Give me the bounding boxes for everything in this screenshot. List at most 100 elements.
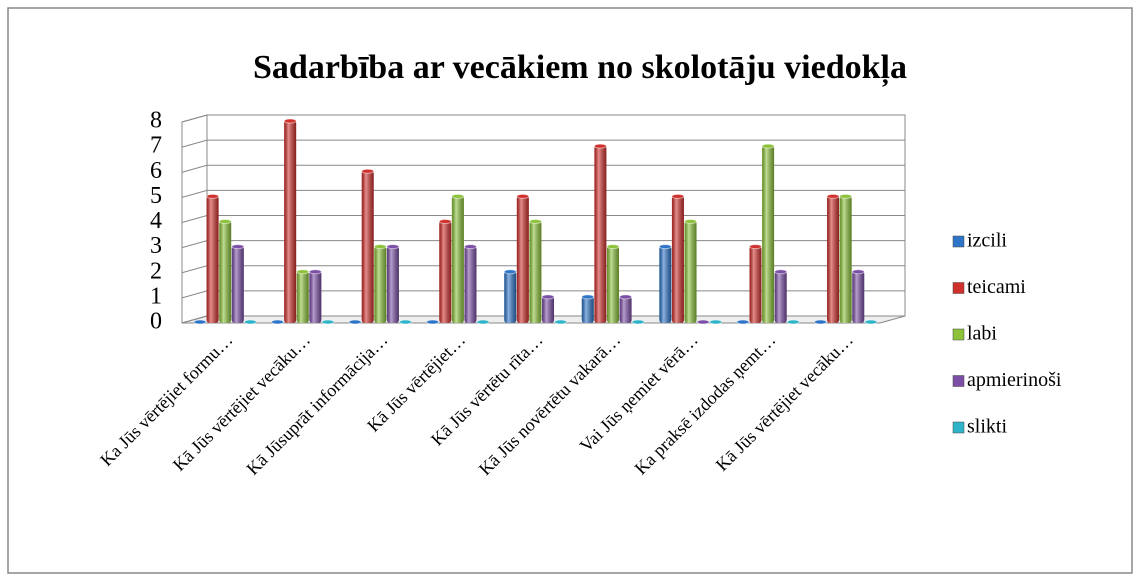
bar-shade xyxy=(542,295,555,323)
bar-shade xyxy=(749,245,762,323)
y-tick-label: 4 xyxy=(150,208,162,234)
bar-top xyxy=(606,244,620,250)
bar xyxy=(709,319,723,325)
bar xyxy=(528,219,542,323)
bar xyxy=(348,319,362,325)
bar-shade xyxy=(464,245,477,323)
bar xyxy=(373,244,387,323)
bar xyxy=(826,193,840,323)
bar xyxy=(581,294,595,323)
bar-shade xyxy=(852,270,865,323)
bar xyxy=(503,269,517,323)
bar-top xyxy=(503,269,517,275)
legend-swatch xyxy=(952,328,965,341)
bar-top xyxy=(839,193,853,199)
legend-label: labi xyxy=(967,323,997,345)
bar xyxy=(684,219,698,323)
bar-top xyxy=(361,168,375,174)
grid-line xyxy=(181,164,905,173)
bar-shade xyxy=(374,245,387,323)
bar xyxy=(243,319,257,325)
bar-shade xyxy=(619,295,632,323)
bar xyxy=(658,244,672,323)
bar-shade xyxy=(439,220,452,323)
bar-top xyxy=(851,269,865,275)
bar-top xyxy=(554,319,568,325)
y-tick-label: 1 xyxy=(150,283,162,309)
bar-shade xyxy=(219,220,232,323)
bar-top xyxy=(399,319,413,325)
bar xyxy=(361,168,375,323)
bar-shade xyxy=(296,270,309,323)
bar xyxy=(851,269,865,323)
bar xyxy=(516,193,530,323)
bar-top xyxy=(231,244,245,250)
y-tick-label: 6 xyxy=(150,158,162,184)
bar xyxy=(696,319,710,325)
bar xyxy=(296,269,310,323)
bar xyxy=(774,269,788,323)
bar xyxy=(671,193,685,323)
legend-label: apmierinoši xyxy=(967,369,1062,391)
bar-top xyxy=(709,319,723,325)
bar-top xyxy=(426,319,440,325)
bar-top xyxy=(218,219,232,224)
bar xyxy=(761,143,775,323)
bar-shade xyxy=(309,270,322,323)
bar xyxy=(231,244,245,323)
y-tick-label: 3 xyxy=(150,233,162,259)
bar-shade xyxy=(206,195,219,323)
bar-shade xyxy=(231,245,244,323)
bar xyxy=(399,319,413,325)
bar-top xyxy=(786,319,800,325)
bar xyxy=(463,244,477,323)
bar-top xyxy=(296,269,310,275)
bar-shade xyxy=(839,195,852,323)
bar-top xyxy=(696,319,710,325)
legend-label: teicami xyxy=(967,276,1026,298)
bar xyxy=(631,319,645,325)
y-tick-label: 2 xyxy=(150,258,162,284)
bar-top xyxy=(684,219,698,224)
bar-top xyxy=(581,294,595,300)
legend-swatch xyxy=(952,282,965,294)
bar-top xyxy=(813,319,827,325)
bar xyxy=(206,193,220,323)
bar-top xyxy=(451,193,465,199)
bar xyxy=(813,319,827,325)
y-tick-label: 0 xyxy=(150,309,162,335)
bar-shade xyxy=(529,220,542,323)
bar xyxy=(748,244,762,323)
bar-top xyxy=(541,294,555,300)
y-tick-label: 5 xyxy=(150,183,162,209)
bar-top xyxy=(308,269,322,275)
bar xyxy=(451,193,465,323)
chart-title: Sadarbība ar vecākiem no skolotāju viedo… xyxy=(253,49,907,87)
bar-shade xyxy=(827,195,840,323)
bar xyxy=(321,319,335,325)
bar-top xyxy=(774,269,788,275)
legend-swatch xyxy=(952,421,965,434)
bar-top xyxy=(373,244,387,250)
bar-top xyxy=(271,319,285,325)
bar-shade xyxy=(516,195,529,323)
bar xyxy=(476,319,490,325)
bar-top xyxy=(593,143,607,149)
bar xyxy=(606,244,620,323)
bar-top xyxy=(243,319,257,325)
bar-shade xyxy=(594,145,607,323)
bar xyxy=(386,244,400,323)
bar-top xyxy=(736,319,750,325)
bar xyxy=(736,319,750,325)
bar xyxy=(438,219,452,323)
legend-swatch xyxy=(952,375,965,387)
grid-line xyxy=(181,114,905,123)
bar xyxy=(541,294,555,323)
bar xyxy=(593,143,607,323)
bar xyxy=(308,269,322,323)
bar-top xyxy=(386,244,400,250)
bar xyxy=(864,319,878,325)
bar-top xyxy=(761,143,775,149)
bar xyxy=(619,294,633,323)
bar-top xyxy=(206,193,220,199)
